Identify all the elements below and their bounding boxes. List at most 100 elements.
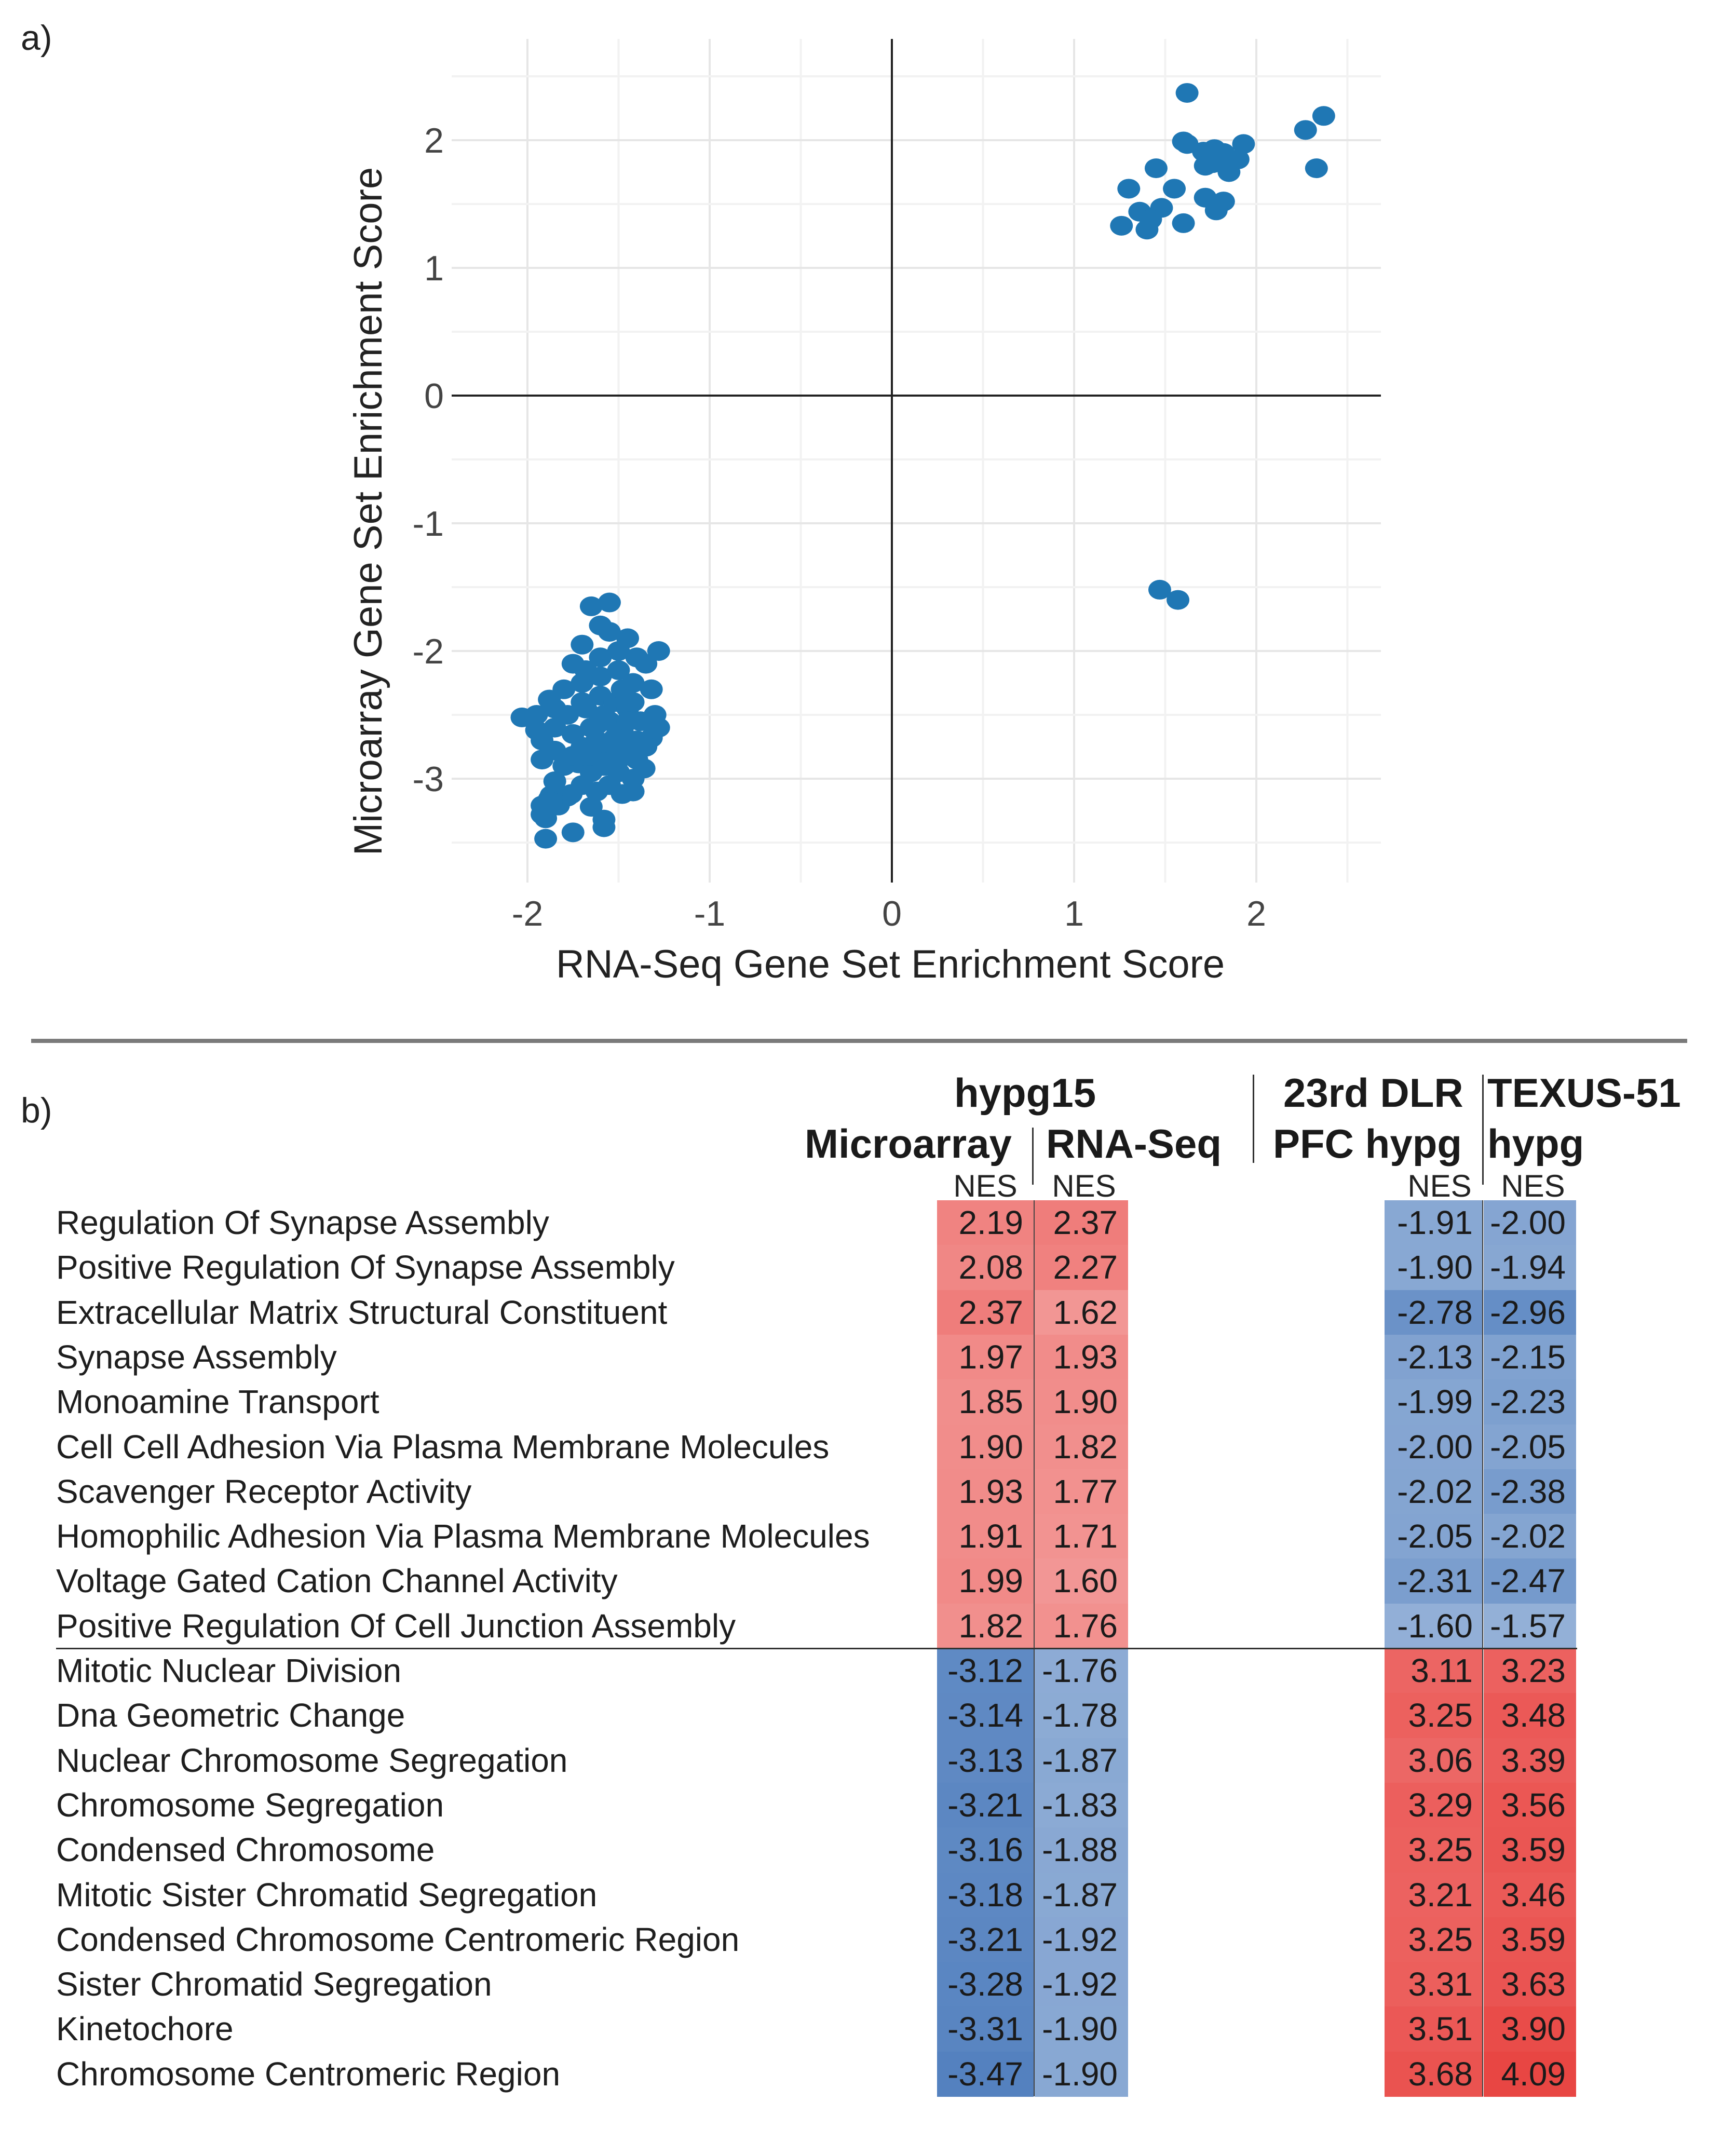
nes-cell: 1.93 (937, 1469, 1034, 1514)
data-point (1294, 120, 1317, 140)
nes-cell: 1.85 (937, 1379, 1034, 1425)
panel-b-label: b) (21, 1091, 52, 1130)
row-label: Positive Regulation Of Cell Junction Ass… (56, 1607, 736, 1645)
data-point (571, 634, 594, 655)
y-tick-label: -1 (413, 504, 444, 544)
row-label: Homophilic Adhesion Via Plasma Membrane … (56, 1517, 870, 1555)
y-tick-label: 2 (424, 121, 444, 160)
nes-cell: 3.59 (1484, 1917, 1576, 1962)
nes-cell: -1.87 (1035, 1872, 1128, 1918)
data-point (510, 707, 534, 727)
nes-cell: 3.25 (1385, 1827, 1483, 1873)
data-point (621, 781, 645, 802)
nes-cell: 3.63 (1484, 1962, 1576, 2008)
nes-cell: -3.13 (937, 1738, 1034, 1783)
grid-layer (452, 39, 1381, 883)
data-point (632, 758, 656, 779)
nes-cell: 1.99 (937, 1558, 1034, 1604)
header-rnaseq: RNA-Seq (1046, 1121, 1222, 1167)
data-points (510, 83, 1335, 849)
nes-cell: -3.28 (937, 1962, 1034, 2008)
nes-cell: 3.25 (1385, 1693, 1483, 1739)
header-microarray: Microarray (805, 1121, 1012, 1167)
data-point (1167, 590, 1190, 610)
data-point (647, 641, 670, 661)
y-tick-label: 1 (424, 249, 444, 288)
row-label: Dna Geometric Change (56, 1697, 405, 1734)
data-point (1312, 106, 1335, 126)
data-point (592, 809, 616, 830)
data-point (607, 641, 630, 661)
nes-cell: 1.93 (1035, 1334, 1128, 1380)
data-point (1144, 158, 1168, 179)
nes-cell: 3.48 (1484, 1693, 1576, 1739)
data-point (534, 808, 558, 829)
data-point (534, 829, 558, 849)
data-point (634, 737, 658, 757)
row-label: Sister Chromatid Segregation (56, 1965, 492, 2003)
data-point (616, 711, 640, 731)
row-label: Monoamine Transport (56, 1383, 379, 1421)
nes-cell: 3.68 (1385, 2051, 1483, 2097)
data-point (578, 745, 601, 766)
nes-cell: -1.88 (1035, 1827, 1128, 1873)
row-label: Synapse Assembly (56, 1338, 337, 1376)
header-texus-51: TEXUS-51 (1487, 1070, 1681, 1116)
nes-cell: -1.83 (1035, 1782, 1128, 1828)
row-label: Mitotic Nuclear Division (56, 1652, 402, 1689)
header-separator-hypg15 (1032, 1128, 1034, 1185)
x-tick-label: 2 (1246, 894, 1266, 933)
data-point (574, 698, 598, 718)
nes-cell: -2.78 (1385, 1290, 1483, 1335)
header-separator-texus (1482, 1075, 1484, 1185)
data-point (1117, 179, 1141, 199)
x-tick-label: 0 (882, 894, 902, 933)
nes-cell: 1.71 (1035, 1514, 1128, 1560)
nes-label-pfc: NES (1407, 1169, 1472, 1203)
data-point (1139, 209, 1162, 229)
nes-cell: -2.23 (1484, 1379, 1576, 1425)
x-axis-label: RNA-Seq Gene Set Enrichment Score (556, 942, 1225, 986)
data-point (538, 689, 561, 710)
data-point (1194, 187, 1217, 208)
data-point (561, 822, 585, 843)
nes-cell: -2.02 (1484, 1514, 1576, 1560)
nes-cell: -2.00 (1385, 1424, 1483, 1470)
row-label: Mitotic Sister Chromatid Segregation (56, 1876, 598, 1914)
nes-cell: -1.60 (1385, 1603, 1483, 1649)
data-point (1172, 131, 1195, 152)
data-point (579, 596, 603, 616)
x-tick-label: 1 (1064, 894, 1084, 933)
nes-cell: -3.21 (937, 1782, 1034, 1828)
nes-cell: -1.90 (1035, 2006, 1128, 2052)
nes-cell: -1.57 (1484, 1603, 1576, 1649)
nes-label-hypg: NES (1501, 1169, 1565, 1203)
nes-cell: -3.16 (937, 1827, 1034, 1873)
data-point (579, 797, 603, 817)
row-label: Voltage Gated Cation Channel Activity (56, 1562, 618, 1600)
data-point (1305, 158, 1328, 179)
row-label: Condensed Chromosome (56, 1831, 435, 1869)
y-axis-label: Microarray Gene Set Enrichment Score (346, 167, 390, 856)
data-point (1232, 134, 1255, 154)
nes-cell: 1.82 (937, 1603, 1034, 1649)
section-divider (31, 1039, 1687, 1043)
data-point (561, 745, 585, 766)
header-hypg: hypg (1487, 1121, 1584, 1167)
header-23rd-dlr: 23rd DLR (1283, 1070, 1463, 1116)
nes-cell: -2.31 (1385, 1558, 1483, 1604)
nes-cell: 1.91 (937, 1514, 1034, 1560)
nes-cell: 2.37 (1035, 1200, 1128, 1245)
nes-cell: 3.31 (1385, 1962, 1483, 2008)
row-label: Kinetochore (56, 2010, 234, 2048)
row-label: Regulation Of Synapse Assembly (56, 1204, 549, 1241)
data-point (598, 592, 621, 613)
nes-cell: 3.59 (1484, 1827, 1576, 1873)
nes-cell: -3.31 (937, 2006, 1034, 2052)
header-pfc-hypg: PFC hypg (1273, 1121, 1462, 1167)
y-tick-label: -3 (413, 760, 444, 799)
nes-label-microarray: NES (953, 1169, 1018, 1203)
nes-cell: 3.56 (1484, 1782, 1576, 1828)
nes-cell: -1.90 (1385, 1245, 1483, 1291)
data-point (589, 647, 612, 668)
